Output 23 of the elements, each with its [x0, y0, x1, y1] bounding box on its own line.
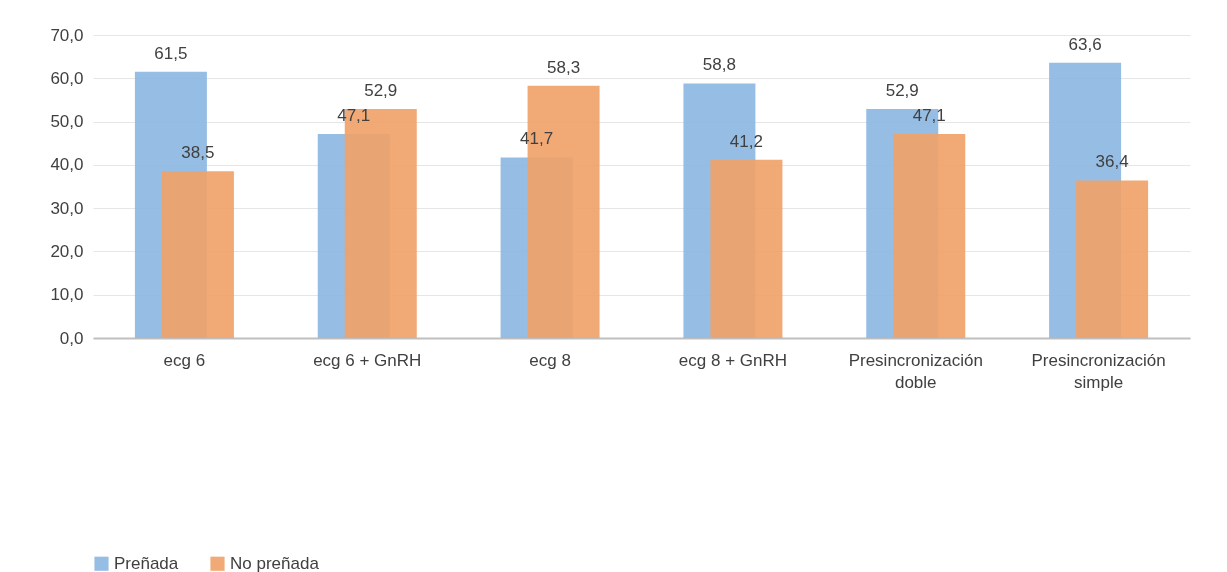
y-tick-label: 10,0 — [50, 285, 84, 305]
data-label: 63,6 — [1068, 34, 1102, 54]
legend-label: Preñada — [114, 553, 179, 572]
x-tick-label: ecg 6 + GnRH — [313, 350, 422, 370]
data-label: 52,9 — [885, 81, 919, 101]
data-label: 58,8 — [702, 55, 736, 75]
y-tick-label: 0,0 — [59, 328, 84, 348]
x-tick-label: Presincronización simple — [1031, 350, 1166, 392]
x-tick-label: Presincronización doble — [848, 350, 983, 392]
y-tick-label: 50,0 — [50, 112, 84, 132]
x-tick-label: ecg 6 — [163, 350, 206, 370]
x-tick-label: ecg 8 + GnRH — [678, 350, 788, 370]
y-tick-label: 70,0 — [50, 25, 84, 45]
x-tick-label: ecg 8 — [529, 350, 571, 370]
y-tick-label: 20,0 — [50, 241, 84, 261]
y-tick-label: 30,0 — [50, 198, 84, 218]
y-tick-label: 60,0 — [50, 68, 84, 88]
legend-label: No preñada — [230, 553, 320, 572]
data-label: 52,9 — [364, 81, 398, 101]
data-label: 58,3 — [547, 57, 581, 77]
data-label: 36,4 — [1095, 152, 1129, 172]
y-tick-label: 40,0 — [50, 155, 84, 175]
data-label: 61,5 — [154, 43, 188, 63]
